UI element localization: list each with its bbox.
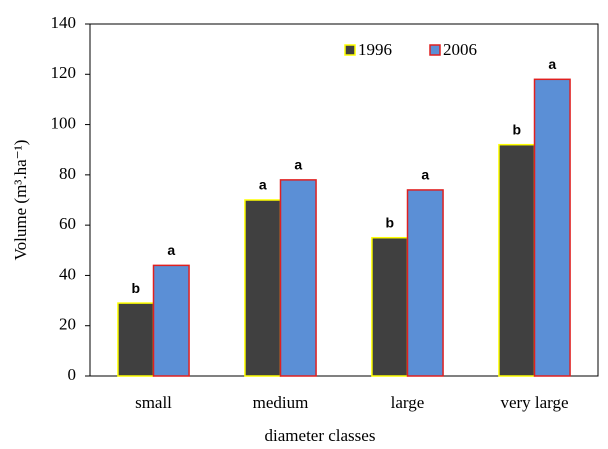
y-tick-label: 20 bbox=[59, 315, 76, 334]
x-axis-label: diameter classes bbox=[265, 426, 376, 445]
significance-label: b bbox=[385, 214, 394, 230]
legend-swatch bbox=[344, 44, 356, 56]
legend-label: 2006 bbox=[443, 40, 477, 59]
y-tick-label: 100 bbox=[51, 113, 77, 132]
x-tick-label: medium bbox=[253, 393, 309, 412]
significance-label: a bbox=[167, 242, 175, 258]
bar bbox=[406, 189, 444, 377]
x-tick-label: small bbox=[135, 393, 172, 412]
y-tick-label: 80 bbox=[59, 164, 76, 183]
legend-swatch bbox=[429, 44, 441, 56]
significance-label: a bbox=[294, 157, 302, 173]
x-tick-label: large bbox=[391, 393, 425, 412]
x-tick-label: very large bbox=[500, 393, 568, 412]
bar bbox=[371, 236, 409, 377]
y-tick-label: 120 bbox=[51, 63, 77, 82]
y-tick-label: 0 bbox=[68, 365, 77, 384]
y-axis-label: Volume (m³.ha⁻¹) bbox=[11, 140, 30, 261]
bar bbox=[117, 302, 155, 377]
significance-label: b bbox=[131, 280, 140, 296]
significance-label: a bbox=[421, 167, 429, 183]
plot-frame bbox=[89, 23, 599, 377]
y-tick-label: 140 bbox=[51, 13, 77, 32]
legend-label: 1996 bbox=[358, 40, 392, 59]
y-tick-label: 60 bbox=[59, 214, 76, 233]
bar bbox=[279, 179, 317, 377]
y-tick-label: 40 bbox=[59, 264, 76, 283]
bar bbox=[498, 143, 536, 377]
bar bbox=[244, 199, 282, 377]
significance-label: b bbox=[512, 121, 521, 137]
bar bbox=[152, 264, 190, 377]
bar bbox=[533, 78, 571, 377]
significance-label: a bbox=[548, 56, 556, 72]
significance-label: a bbox=[259, 177, 267, 193]
